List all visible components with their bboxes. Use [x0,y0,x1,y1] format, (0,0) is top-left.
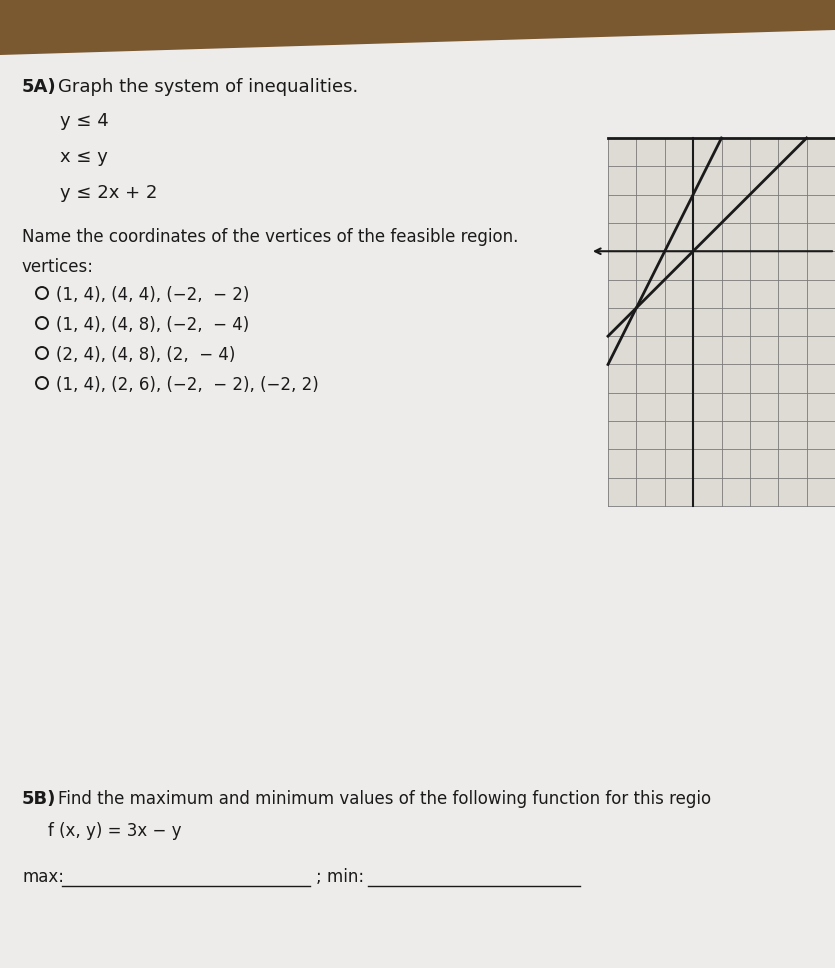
Polygon shape [0,30,835,968]
Text: y ≤ 2x + 2: y ≤ 2x + 2 [60,184,157,202]
Text: Graph the system of inequalities.: Graph the system of inequalities. [58,78,358,96]
Text: f (x, y) = 3x − y: f (x, y) = 3x − y [48,822,181,840]
Text: (1, 4), (2, 6), (−2,  − 2), (−2, 2): (1, 4), (2, 6), (−2, − 2), (−2, 2) [56,376,319,394]
Text: Name the coordinates of the vertices of the feasible region.: Name the coordinates of the vertices of … [22,228,519,246]
Text: max:: max: [22,868,64,886]
Text: Find the maximum and minimum values of the following function for this regio: Find the maximum and minimum values of t… [58,790,711,808]
Text: (2, 4), (4, 8), (2,  − 4): (2, 4), (4, 8), (2, − 4) [56,346,235,364]
Text: 5B): 5B) [22,790,57,808]
Text: (1, 4), (4, 4), (−2,  − 2): (1, 4), (4, 4), (−2, − 2) [56,286,250,304]
Bar [608,138,835,506]
Text: (1, 4), (4, 8), (−2,  − 4): (1, 4), (4, 8), (−2, − 4) [56,316,250,334]
Text: ; min:: ; min: [316,868,364,886]
Text: y ≤ 4: y ≤ 4 [60,112,109,130]
Text: vertices:: vertices: [22,258,94,276]
Text: x ≤ y: x ≤ y [60,148,108,166]
Text: 5A): 5A) [22,78,57,96]
